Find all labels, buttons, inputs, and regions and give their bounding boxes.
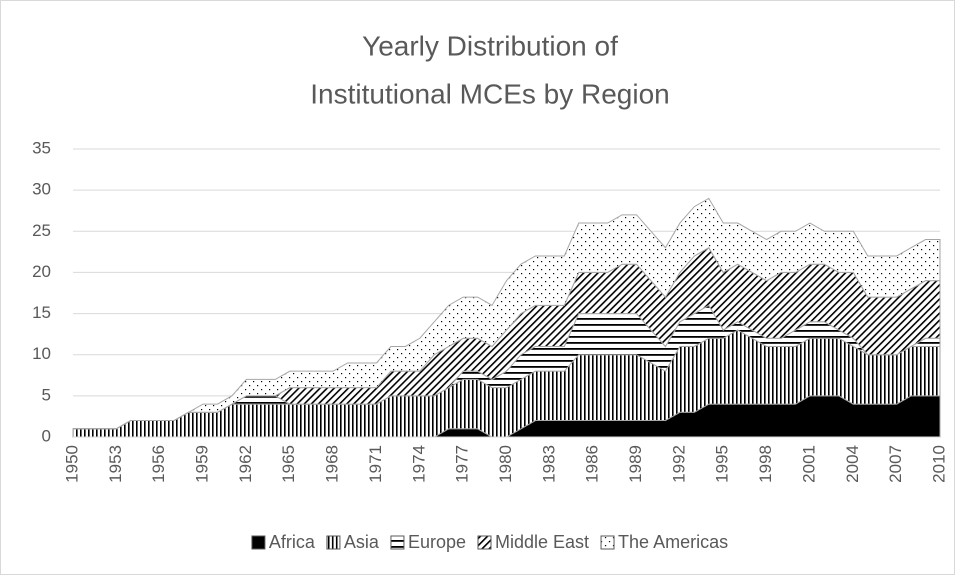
x-tick-label: 1986 (583, 445, 602, 483)
legend: Africa Asia Europe Middle East The Americas (251, 532, 728, 552)
legend-swatch (477, 535, 492, 550)
x-tick-label: 1974 (409, 445, 428, 483)
x-tick-label: 1980 (496, 445, 515, 483)
x-tick-label: 1962 (236, 445, 255, 483)
legend-label: The Americas (618, 532, 728, 552)
y-tick-label: 10 (32, 344, 51, 363)
y-tick-label: 25 (32, 221, 51, 240)
x-tick-label: 1977 (453, 445, 472, 483)
x-tick-label: 1959 (193, 445, 212, 483)
x-tick-label: 1995 (713, 445, 732, 483)
x-tick-label: 1992 (669, 445, 688, 483)
x-tick-label: 2007 (886, 445, 905, 483)
x-tick-label: 1983 (539, 445, 558, 483)
y-tick-label: 35 (32, 138, 51, 157)
legend-label: Asia (344, 532, 380, 552)
y-tick-label: 20 (32, 262, 51, 281)
x-tick-label: 2010 (929, 445, 948, 483)
x-tick-label: 1953 (106, 445, 125, 483)
chart-title: Yearly Distribution of (362, 30, 618, 61)
x-tick-label: 1968 (323, 445, 342, 483)
x-tick-label: 1950 (62, 445, 81, 483)
legend-swatch (600, 535, 615, 550)
x-tick-label: 1971 (366, 445, 385, 483)
area (73, 197, 941, 430)
legend-label: Middle East (495, 532, 589, 552)
legend-swatch (251, 535, 266, 550)
y-tick-label: 5 (42, 385, 51, 404)
legend-label: Europe (408, 532, 466, 552)
x-tick-label: 2001 (799, 445, 818, 483)
x-tick-label: 1998 (756, 445, 775, 483)
chart-title: Institutional MCEs by Region (310, 78, 670, 109)
legend-swatch (326, 535, 341, 550)
y-tick-label: 15 (32, 303, 51, 322)
x-tick-label: 1965 (279, 445, 298, 483)
legend-label: Africa (269, 532, 316, 552)
x-tick-label: 1956 (149, 445, 168, 483)
x-tick-label: 2004 (843, 445, 862, 483)
y-tick-label: 0 (42, 426, 51, 445)
x-tick-label: 1989 (626, 445, 645, 483)
y-tick-label: 30 (32, 180, 51, 199)
legend-swatch (390, 535, 405, 550)
